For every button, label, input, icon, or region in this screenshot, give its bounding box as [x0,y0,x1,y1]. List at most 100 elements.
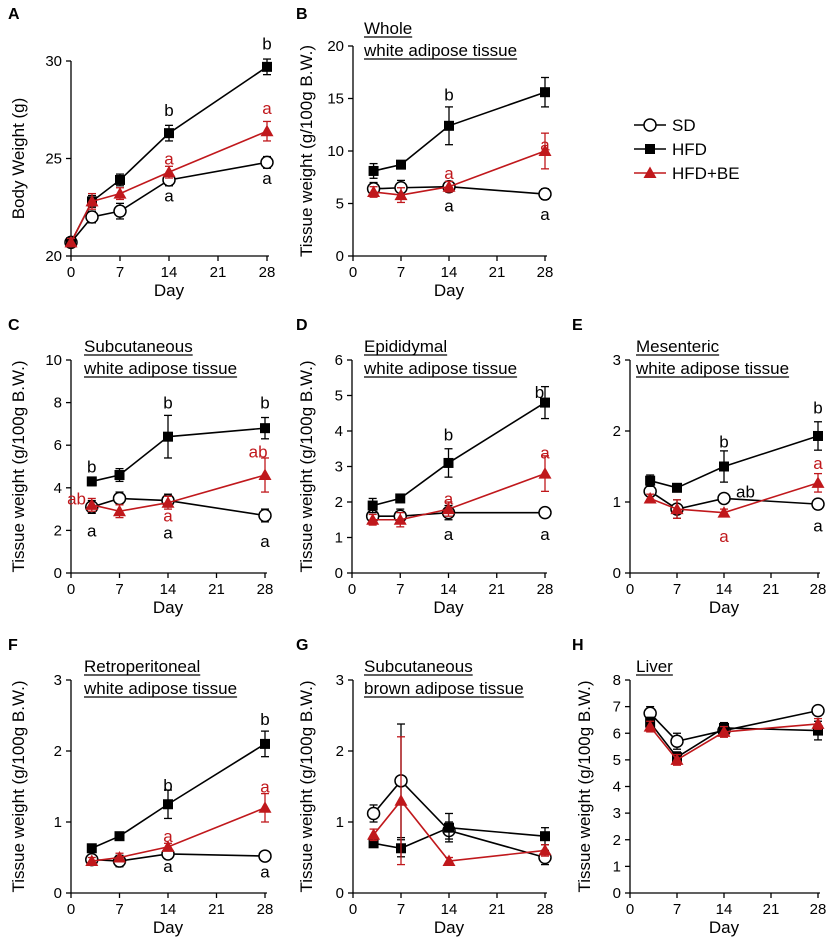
x-tick-label: 7 [673,581,681,598]
data-point [112,491,127,506]
legend: SD HFD HFD+BE [634,116,740,183]
series-line [372,472,546,521]
series-hfd [86,730,270,854]
y-tick-label: 2 [613,423,621,440]
panel-f: F 0 1 2 3 0 7 14 21 28 Day Tissue weight (g/100g B.… [8,637,273,937]
series-hfd-be [643,472,825,519]
legend-marker [643,166,657,178]
series-hfd [368,812,550,858]
significance-label: a [262,99,272,118]
significance-label: a [163,524,173,543]
series-line [373,826,546,850]
panel-title-line: white adipose tissue [83,359,237,378]
data-point [670,753,684,765]
series-line [372,401,546,507]
x-tick-label: 7 [673,901,681,918]
legend-marker [645,144,655,154]
series-line [649,709,819,743]
significance-label: ab [249,443,268,462]
panel-letter: D [296,317,308,334]
panel-c: C 0 2 4 6 8 10 0 7 14 21 28 Day Tissue weight (g/100g… [8,317,273,617]
x-tick-label: 7 [397,264,405,281]
panel-d: D 0 1 2 3 4 5 6 0 7 14 21 28 Day Tissue weight (g/100g… [296,317,553,617]
x-axis-label: Day [709,918,740,937]
data-point [538,843,552,856]
series-hfd [645,421,823,493]
panel-title-line: Whole [364,19,412,38]
y-tick-label: 3 [54,672,62,689]
data-point [258,468,272,481]
panel-title-line: brown adipose tissue [364,679,524,698]
y-tick-label: 0 [613,565,621,582]
data-point [444,822,454,833]
series-sd [643,703,825,750]
legend-item: HFD [634,140,707,159]
data-point [262,61,272,72]
x-tick-label: 0 [67,901,75,918]
x-tick-label: 7 [116,264,124,281]
x-tick-label: 28 [537,581,554,598]
data-point [717,725,731,737]
y-tick-label: 1 [54,814,62,831]
legend-marker [643,118,657,132]
series-line [91,853,266,862]
x-tick-label: 7 [396,581,404,598]
y-tick-label: 6 [54,437,62,454]
significance-label: a [444,525,454,544]
data-point [442,180,456,192]
data-point [85,498,99,510]
x-tick-label: 28 [537,264,554,281]
y-tick-label: 5 [336,196,344,213]
x-tick-label: 14 [716,581,733,598]
significance-label: a [163,827,173,846]
x-tick-label: 21 [763,901,780,918]
y-tick-label: 4 [54,480,62,497]
y-tick-label: 1 [336,814,344,831]
data-point [538,144,552,156]
x-axis-label: Day [153,598,184,617]
x-tick-label: 7 [115,901,123,918]
data-point [813,430,823,441]
data-point [162,165,176,178]
x-tick-label: 14 [441,264,458,281]
x-tick-label: 14 [160,901,177,918]
panel-title-line: Subcutaneous [84,337,193,356]
x-tick-label: 28 [537,901,554,918]
data-point [538,467,552,479]
series-sd [365,504,552,524]
y-tick-label: 30 [45,53,62,70]
data-point [161,496,175,508]
x-axis-label: Day [153,918,184,937]
data-point [86,476,97,487]
significance-label: b [260,394,269,413]
significance-label: a [813,516,823,535]
significance-label: b [813,399,822,418]
panel-letter: H [572,637,584,654]
x-tick-label: 14 [716,901,733,918]
series-hfd [86,414,270,487]
y-tick-label: 5 [613,752,621,769]
x-tick-label: 21 [489,901,506,918]
significance-label: a [262,169,272,188]
data-point [540,87,550,98]
x-axis-label: Day [433,598,464,617]
x-tick-label: 28 [259,264,276,281]
data-point [670,734,684,748]
data-point [444,120,454,131]
series-line [91,427,266,483]
y-tick-label: 2 [613,832,621,849]
data-point [670,502,684,515]
y-tick-label: 2 [54,743,62,760]
data-point [811,717,825,729]
data-point [85,854,99,867]
data-point [717,491,731,506]
series-line [91,807,266,862]
y-tick-label: 15 [327,91,344,108]
x-tick-label: 21 [489,264,506,281]
panel-letter: B [296,6,308,23]
y-tick-label: 5 [335,388,343,405]
y-axis-label: Tissue weight (g/100g B.W.) [297,361,316,573]
data-point [442,854,456,867]
